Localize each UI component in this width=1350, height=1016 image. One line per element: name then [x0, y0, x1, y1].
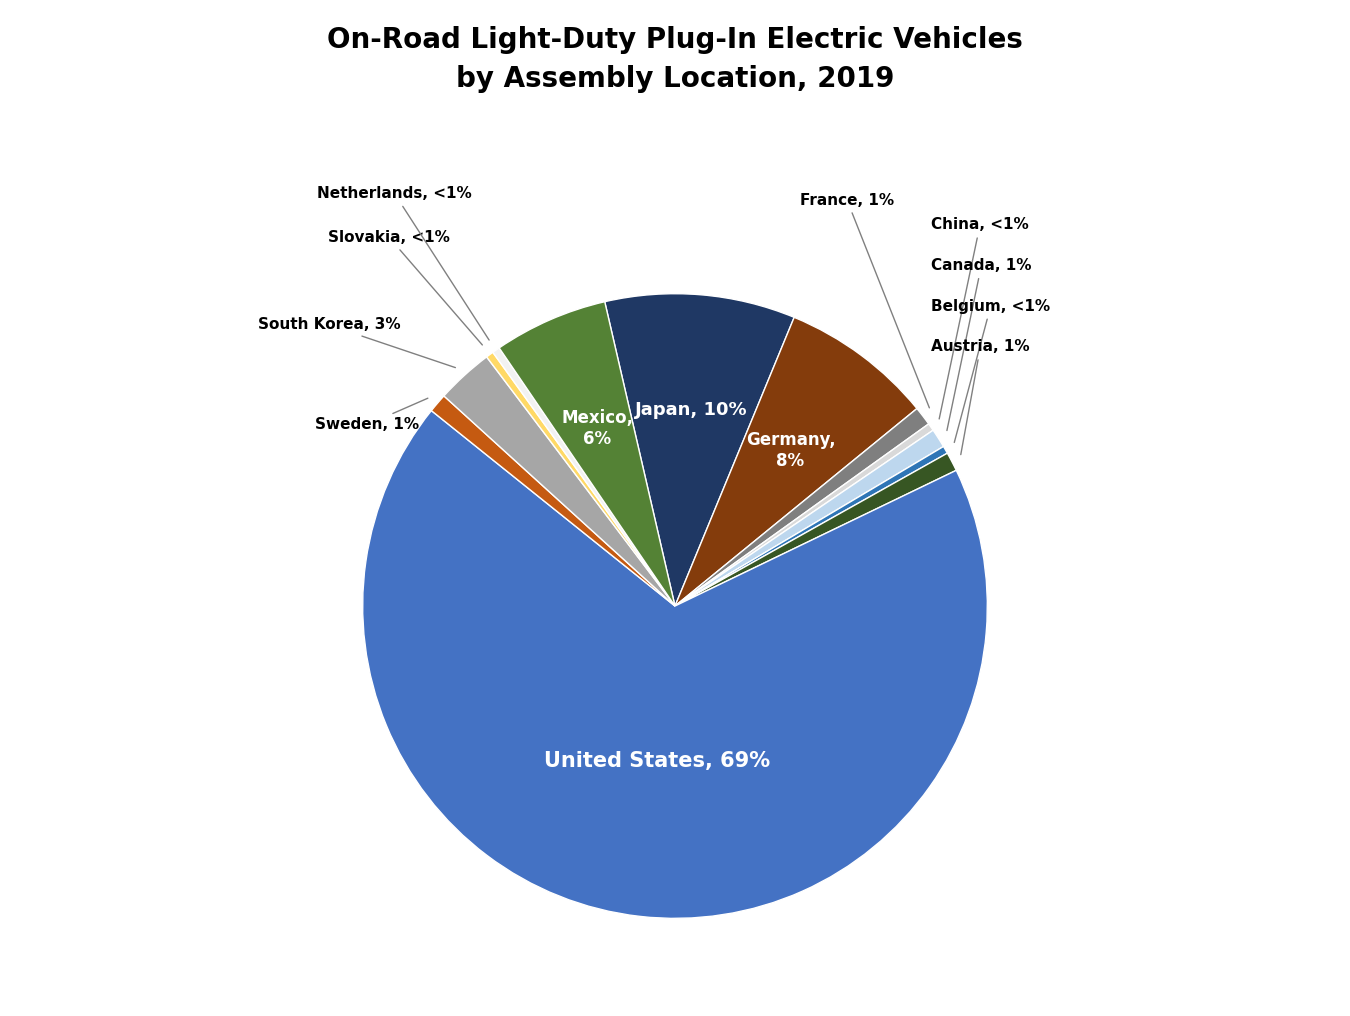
Wedge shape: [675, 424, 933, 606]
Wedge shape: [675, 317, 917, 606]
Text: Netherlands, <1%: Netherlands, <1%: [317, 186, 489, 340]
Text: Slovakia, <1%: Slovakia, <1%: [328, 230, 482, 345]
Wedge shape: [675, 446, 948, 606]
Wedge shape: [493, 347, 675, 606]
Wedge shape: [363, 410, 987, 918]
Title: On-Road Light-Duty Plug-In Electric Vehicles
by Assembly Location, 2019: On-Road Light-Duty Plug-In Electric Vehi…: [327, 26, 1023, 93]
Text: Germany,
8%: Germany, 8%: [745, 431, 836, 470]
Text: Belgium, <1%: Belgium, <1%: [931, 299, 1050, 442]
Wedge shape: [432, 396, 675, 606]
Wedge shape: [500, 302, 675, 606]
Text: Sweden, 1%: Sweden, 1%: [315, 398, 428, 433]
Wedge shape: [675, 408, 929, 606]
Wedge shape: [486, 353, 675, 606]
Wedge shape: [444, 357, 675, 606]
Text: South Korea, 3%: South Korea, 3%: [258, 317, 455, 368]
Text: Canada, 1%: Canada, 1%: [931, 258, 1031, 431]
Wedge shape: [675, 453, 956, 606]
Text: China, <1%: China, <1%: [931, 217, 1029, 419]
Text: France, 1%: France, 1%: [801, 192, 929, 407]
Text: Mexico,
6%: Mexico, 6%: [562, 409, 633, 448]
Wedge shape: [605, 294, 794, 606]
Text: United States, 69%: United States, 69%: [544, 751, 771, 771]
Text: Japan, 10%: Japan, 10%: [634, 401, 748, 419]
Text: Austria, 1%: Austria, 1%: [931, 339, 1030, 454]
Wedge shape: [675, 430, 944, 606]
